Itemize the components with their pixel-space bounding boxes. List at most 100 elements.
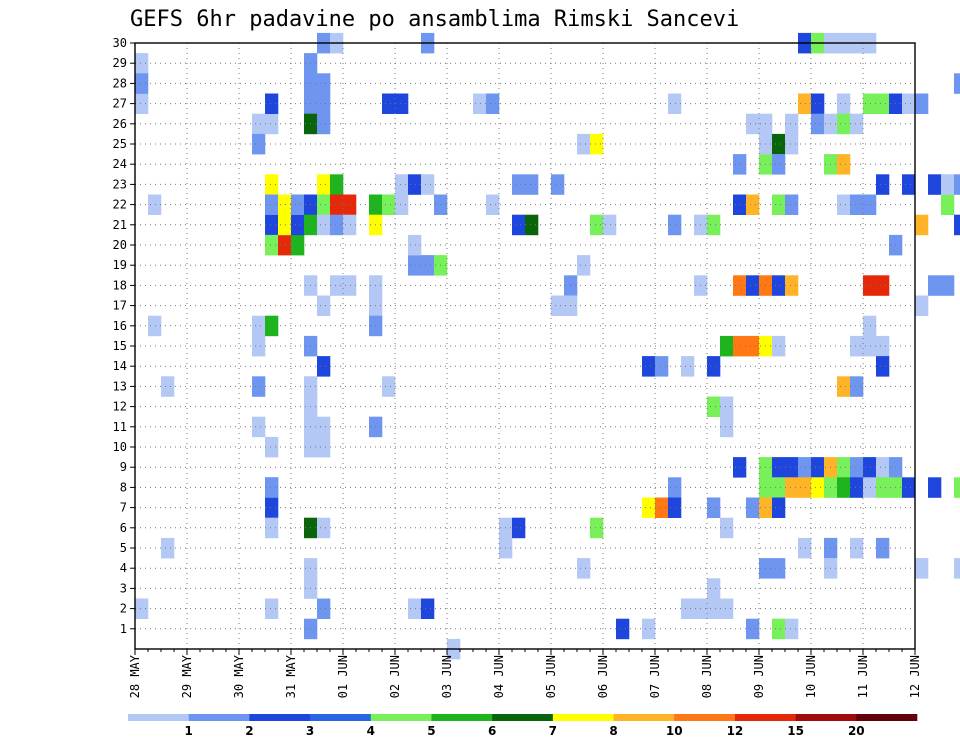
data-cell bbox=[785, 113, 799, 135]
data-cell bbox=[811, 93, 825, 114]
data-cell bbox=[941, 275, 955, 296]
data-cell bbox=[512, 214, 526, 236]
data-cell bbox=[265, 194, 279, 215]
y-tick-label: 23 bbox=[113, 177, 127, 191]
colorbar-label: 15 bbox=[787, 724, 804, 738]
data-cell bbox=[317, 93, 331, 114]
x-tick-label: 04 JUN bbox=[492, 655, 506, 698]
data-cell bbox=[876, 537, 890, 559]
data-cell bbox=[330, 194, 344, 215]
y-tick-label: 18 bbox=[113, 278, 127, 292]
grid-lines bbox=[135, 42, 915, 649]
data-cell bbox=[772, 457, 786, 478]
y-tick-label: 28 bbox=[113, 76, 127, 90]
data-cell bbox=[720, 517, 734, 539]
y-tick-label: 3 bbox=[120, 581, 127, 595]
data-cell bbox=[265, 113, 279, 135]
data-cell bbox=[408, 234, 422, 256]
data-cell bbox=[772, 497, 786, 518]
data-cell bbox=[837, 113, 851, 135]
colorbar-label: 3 bbox=[306, 724, 314, 738]
data-cell bbox=[746, 618, 760, 640]
y-tick-label: 30 bbox=[113, 36, 127, 50]
data-cell bbox=[135, 598, 149, 619]
data-cell bbox=[265, 436, 279, 458]
data-cell bbox=[733, 275, 747, 296]
data-cell bbox=[317, 356, 331, 377]
x-tick-label: 29 MAY bbox=[180, 654, 194, 698]
data-cell bbox=[785, 133, 799, 155]
data-cell bbox=[590, 133, 604, 155]
data-cell bbox=[876, 335, 890, 357]
data-cell bbox=[317, 436, 331, 458]
data-cell bbox=[148, 194, 162, 215]
data-cell bbox=[915, 295, 929, 316]
data-cell bbox=[161, 537, 175, 559]
data-cell bbox=[850, 537, 864, 559]
colorbar-segment bbox=[674, 714, 736, 721]
data-cell bbox=[733, 335, 747, 357]
data-cell bbox=[603, 214, 617, 236]
y-tick-label: 17 bbox=[113, 299, 127, 313]
data-cell bbox=[668, 477, 682, 498]
data-cell bbox=[252, 335, 266, 357]
data-cell bbox=[772, 335, 786, 357]
data-cell bbox=[642, 497, 656, 518]
data-cell bbox=[317, 598, 331, 619]
colorbar-label: 4 bbox=[367, 724, 375, 738]
y-tick-label: 2 bbox=[120, 602, 127, 616]
data-cell bbox=[317, 113, 331, 135]
y-tick-label: 12 bbox=[113, 400, 127, 414]
data-cell bbox=[720, 396, 734, 417]
data-cell bbox=[421, 255, 435, 276]
y-tick-label: 9 bbox=[120, 460, 127, 474]
data-cell bbox=[707, 396, 721, 417]
data-cell bbox=[265, 174, 279, 195]
data-cell bbox=[317, 295, 331, 316]
data-cell bbox=[837, 93, 851, 114]
data-cell bbox=[343, 275, 357, 296]
data-cell bbox=[707, 497, 721, 518]
colorbar-segment bbox=[370, 714, 432, 721]
data-cell bbox=[928, 477, 942, 498]
y-tick-label: 20 bbox=[113, 238, 127, 252]
data-cell bbox=[291, 234, 305, 256]
data-cell bbox=[863, 275, 877, 296]
data-cell bbox=[252, 113, 266, 135]
data-cell bbox=[772, 477, 786, 498]
data-cell bbox=[551, 174, 565, 195]
data-cell bbox=[317, 416, 331, 438]
data-cell bbox=[135, 53, 149, 74]
colorbar-segment bbox=[492, 714, 554, 721]
data-cell bbox=[902, 174, 916, 195]
data-cell bbox=[746, 275, 760, 296]
x-tick-label: 08 JUN bbox=[700, 655, 714, 698]
data-cell bbox=[382, 194, 396, 215]
data-cell bbox=[785, 477, 799, 498]
y-tick-label: 11 bbox=[113, 420, 127, 434]
data-cell bbox=[265, 234, 279, 256]
colorbar-label: 7 bbox=[549, 724, 557, 738]
data-cell bbox=[148, 315, 162, 337]
data-cell bbox=[252, 416, 266, 438]
data-cell bbox=[278, 194, 292, 215]
data-cell bbox=[408, 255, 422, 276]
data-cell bbox=[928, 275, 942, 296]
data-cell bbox=[876, 457, 890, 478]
x-tick-label: 28 MAY bbox=[128, 654, 142, 698]
data-cell bbox=[681, 598, 695, 619]
data-cell bbox=[720, 416, 734, 438]
x-tick-label: 06 JUN bbox=[596, 655, 610, 698]
data-cell bbox=[590, 214, 604, 236]
y-tick-label: 6 bbox=[120, 521, 127, 535]
colorbar-segment bbox=[188, 714, 250, 721]
data-cell bbox=[720, 335, 734, 357]
data-cell bbox=[395, 93, 409, 114]
data-cell bbox=[135, 73, 149, 94]
data-cell bbox=[252, 315, 266, 337]
data-cell bbox=[135, 93, 149, 114]
data-cell bbox=[707, 214, 721, 236]
y-tick-label: 27 bbox=[113, 97, 127, 111]
x-tick-label: 09 JUN bbox=[752, 655, 766, 698]
